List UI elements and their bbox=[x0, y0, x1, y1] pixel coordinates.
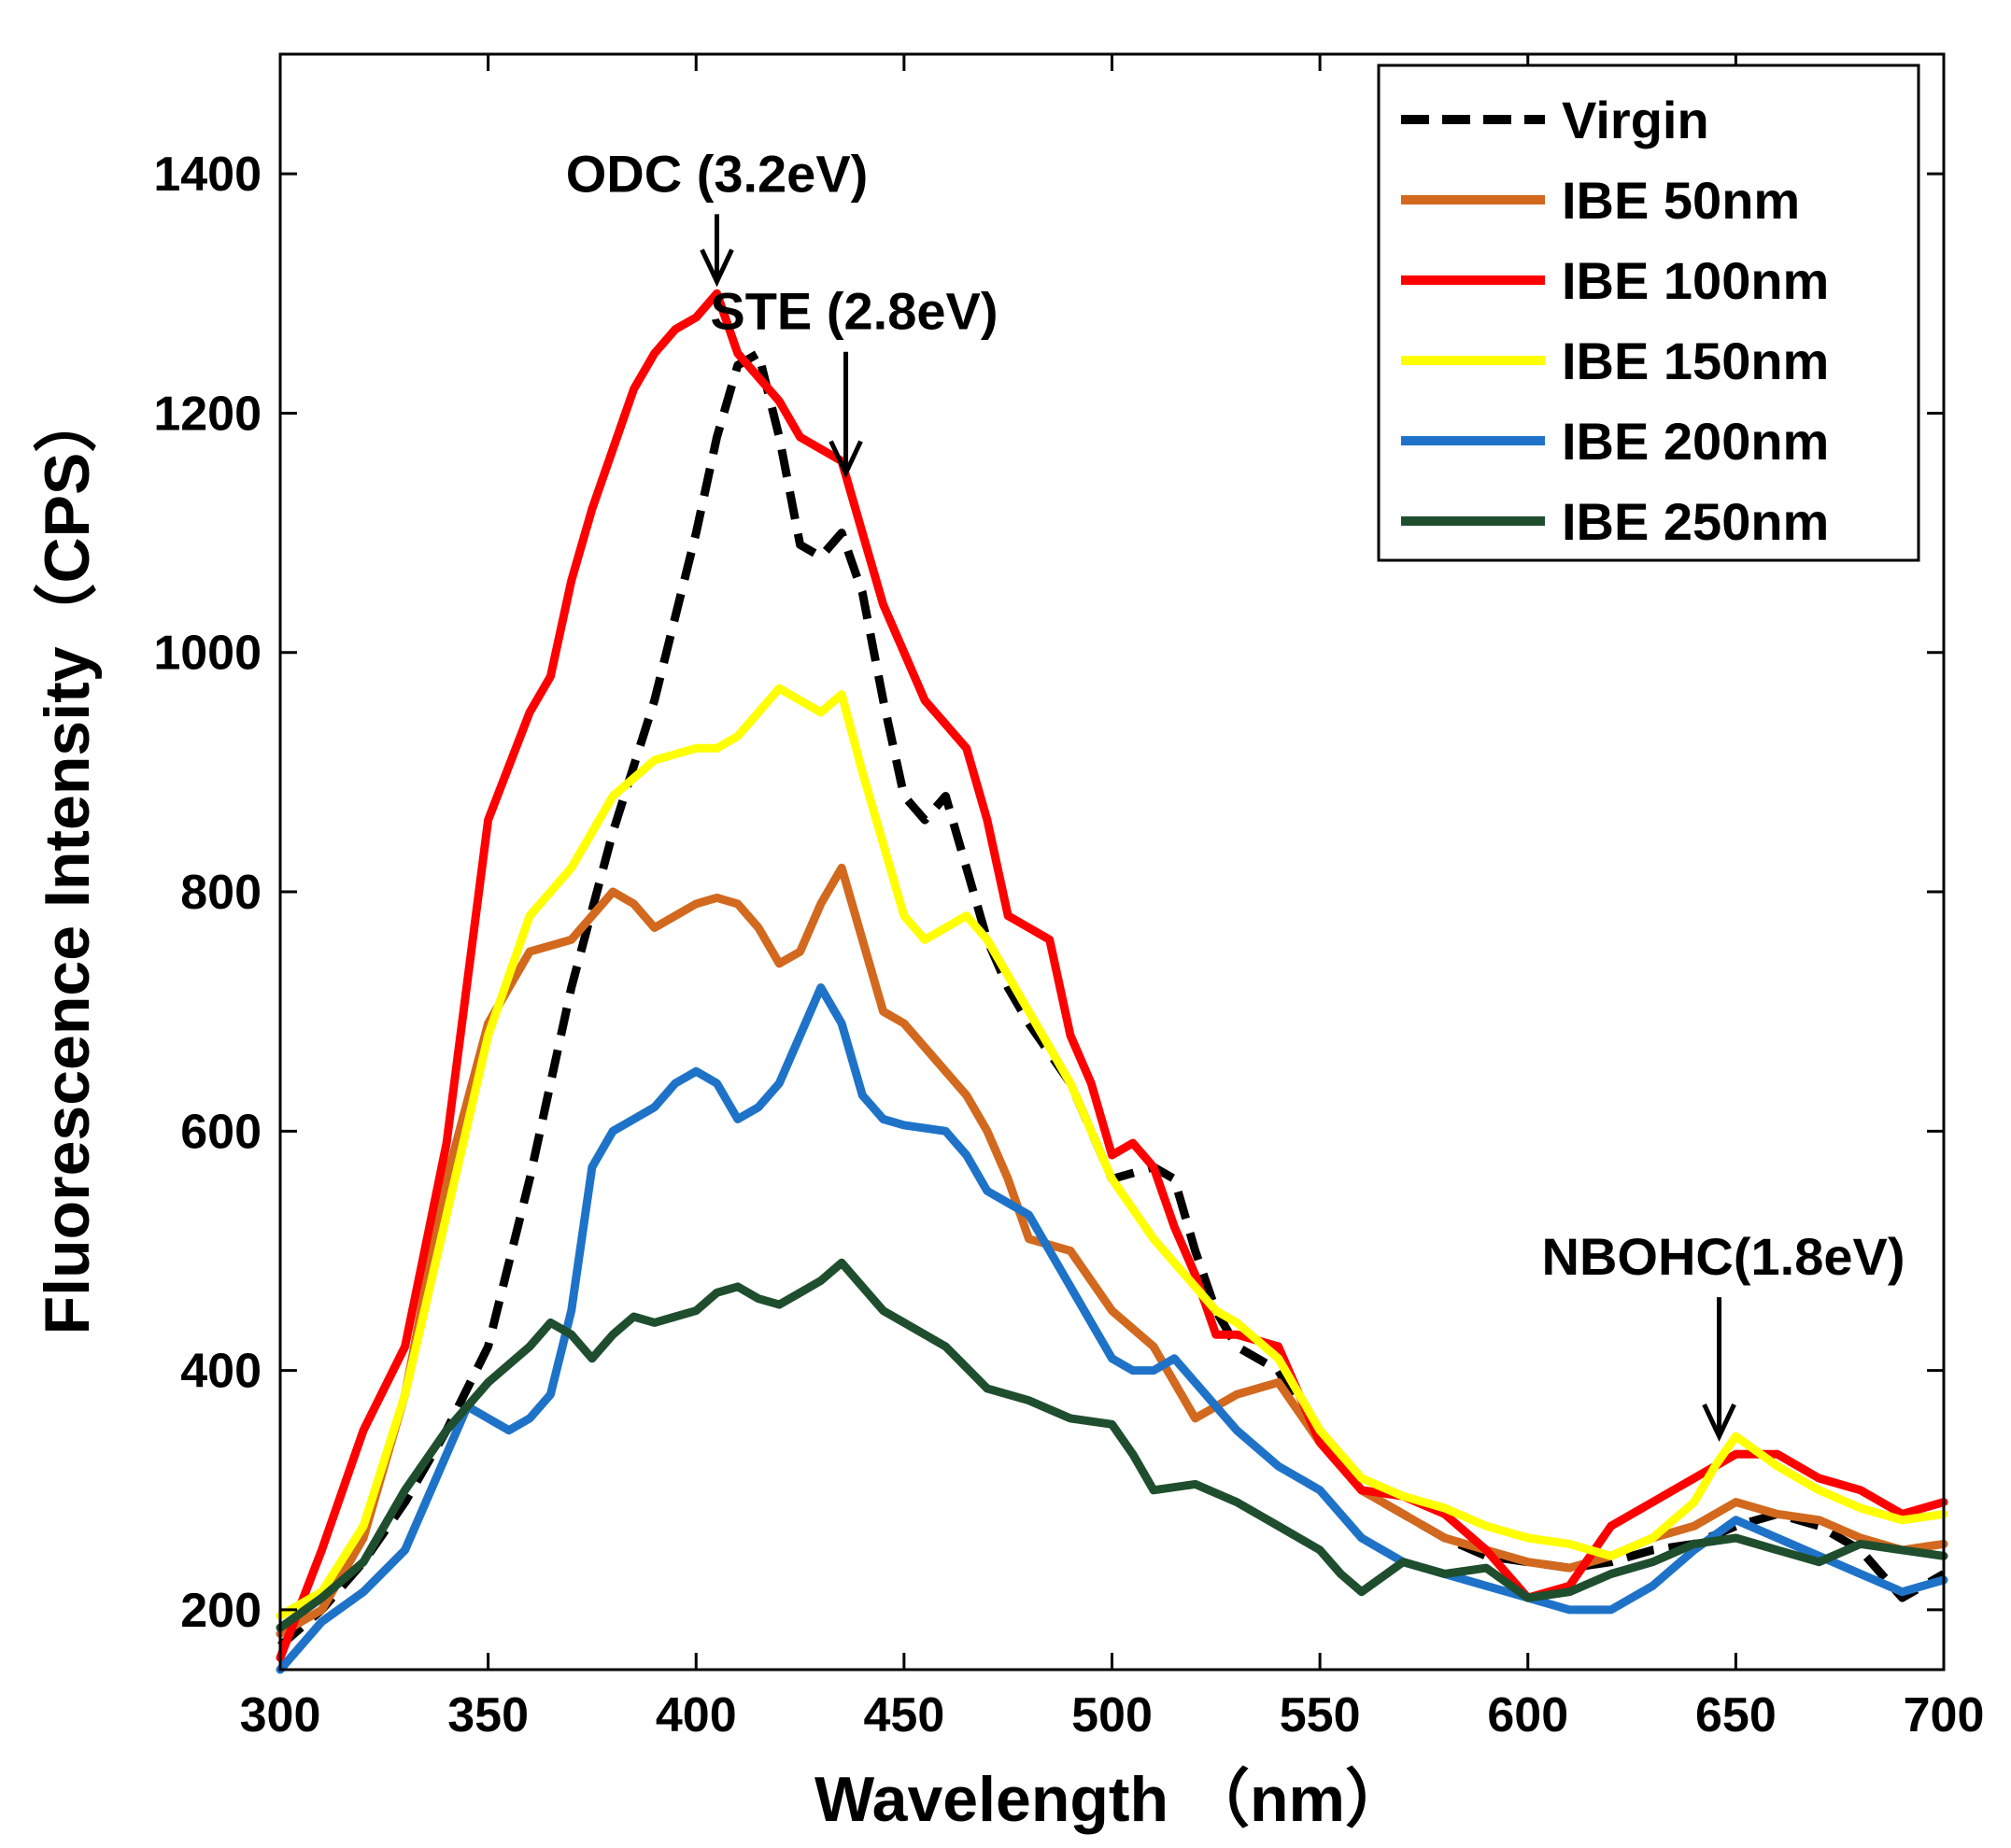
annotation-arrow-head-nbohc-1-8ev bbox=[1702, 1404, 1736, 1442]
tick-layer: 300 350 400 450 500 550 600 650 700 200 400 600 800 1… bbox=[153, 54, 1984, 1742]
x-tick-label: 700 bbox=[1904, 1688, 1985, 1742]
series-line-ibe-150nm bbox=[276, 684, 1948, 1620]
legend-box bbox=[1377, 63, 1920, 562]
legend-label-ibe-50nm: IBE 50nm bbox=[1562, 171, 1800, 230]
x-tick-label: 550 bbox=[1280, 1688, 1361, 1742]
y-tick-label: 1400 bbox=[153, 148, 262, 202]
x-axis-title: Wavelength （nm） bbox=[814, 1764, 1409, 1835]
x-tick-label: 650 bbox=[1695, 1688, 1777, 1742]
x-tick-label: 450 bbox=[863, 1688, 944, 1742]
x-tick-label: 400 bbox=[656, 1688, 737, 1742]
annotation-label-odc-3-2ev: ODC (3.2eV) bbox=[566, 144, 869, 203]
legend-label-ibe-250nm: IBE 250nm bbox=[1562, 492, 1829, 551]
y-tick-label: 800 bbox=[180, 866, 262, 920]
legend-label-ibe-150nm: IBE 150nm bbox=[1562, 332, 1829, 390]
annotation-label-ste-2-8ev: STE (2.8eV) bbox=[710, 282, 998, 341]
y-axis-title: Fluorescence Intensity（CPS） bbox=[32, 389, 103, 1335]
series-line-ibe-250nm bbox=[276, 1258, 1948, 1632]
legend: Virgin IBE 50nm IBE 100nm IBE 150nm IBE 200n… bbox=[1377, 63, 1920, 562]
x-tick-label: 500 bbox=[1071, 1688, 1153, 1742]
legend-label-virgin: Virgin bbox=[1562, 91, 1709, 149]
x-tick-label: 600 bbox=[1487, 1688, 1568, 1742]
y-tick-label: 400 bbox=[180, 1345, 262, 1399]
annotation-layer: ODC (3.2eV) STE (2.8eV) NBOHC(1.8eV) bbox=[566, 144, 1905, 1442]
legend-label-ibe-100nm: IBE 100nm bbox=[1562, 251, 1829, 310]
y-tick-label: 1200 bbox=[153, 387, 262, 441]
x-tick-label: 350 bbox=[447, 1688, 529, 1742]
y-tick-label: 200 bbox=[180, 1584, 262, 1638]
annotation-label-nbohc-1-8ev: NBOHC(1.8eV) bbox=[1542, 1227, 1905, 1286]
annotation-arrow-head-ste-2-8ev bbox=[828, 440, 863, 479]
x-tick-label: 300 bbox=[240, 1688, 321, 1742]
series-layer bbox=[276, 289, 1948, 1674]
annotation-arrow-head-odc-3-2ev bbox=[700, 248, 734, 288]
y-tick-label: 600 bbox=[180, 1105, 262, 1159]
series-line-ibe-200nm bbox=[276, 983, 1948, 1674]
y-tick-label: 1000 bbox=[153, 627, 262, 681]
legend-label-ibe-200nm: IBE 200nm bbox=[1562, 412, 1829, 471]
